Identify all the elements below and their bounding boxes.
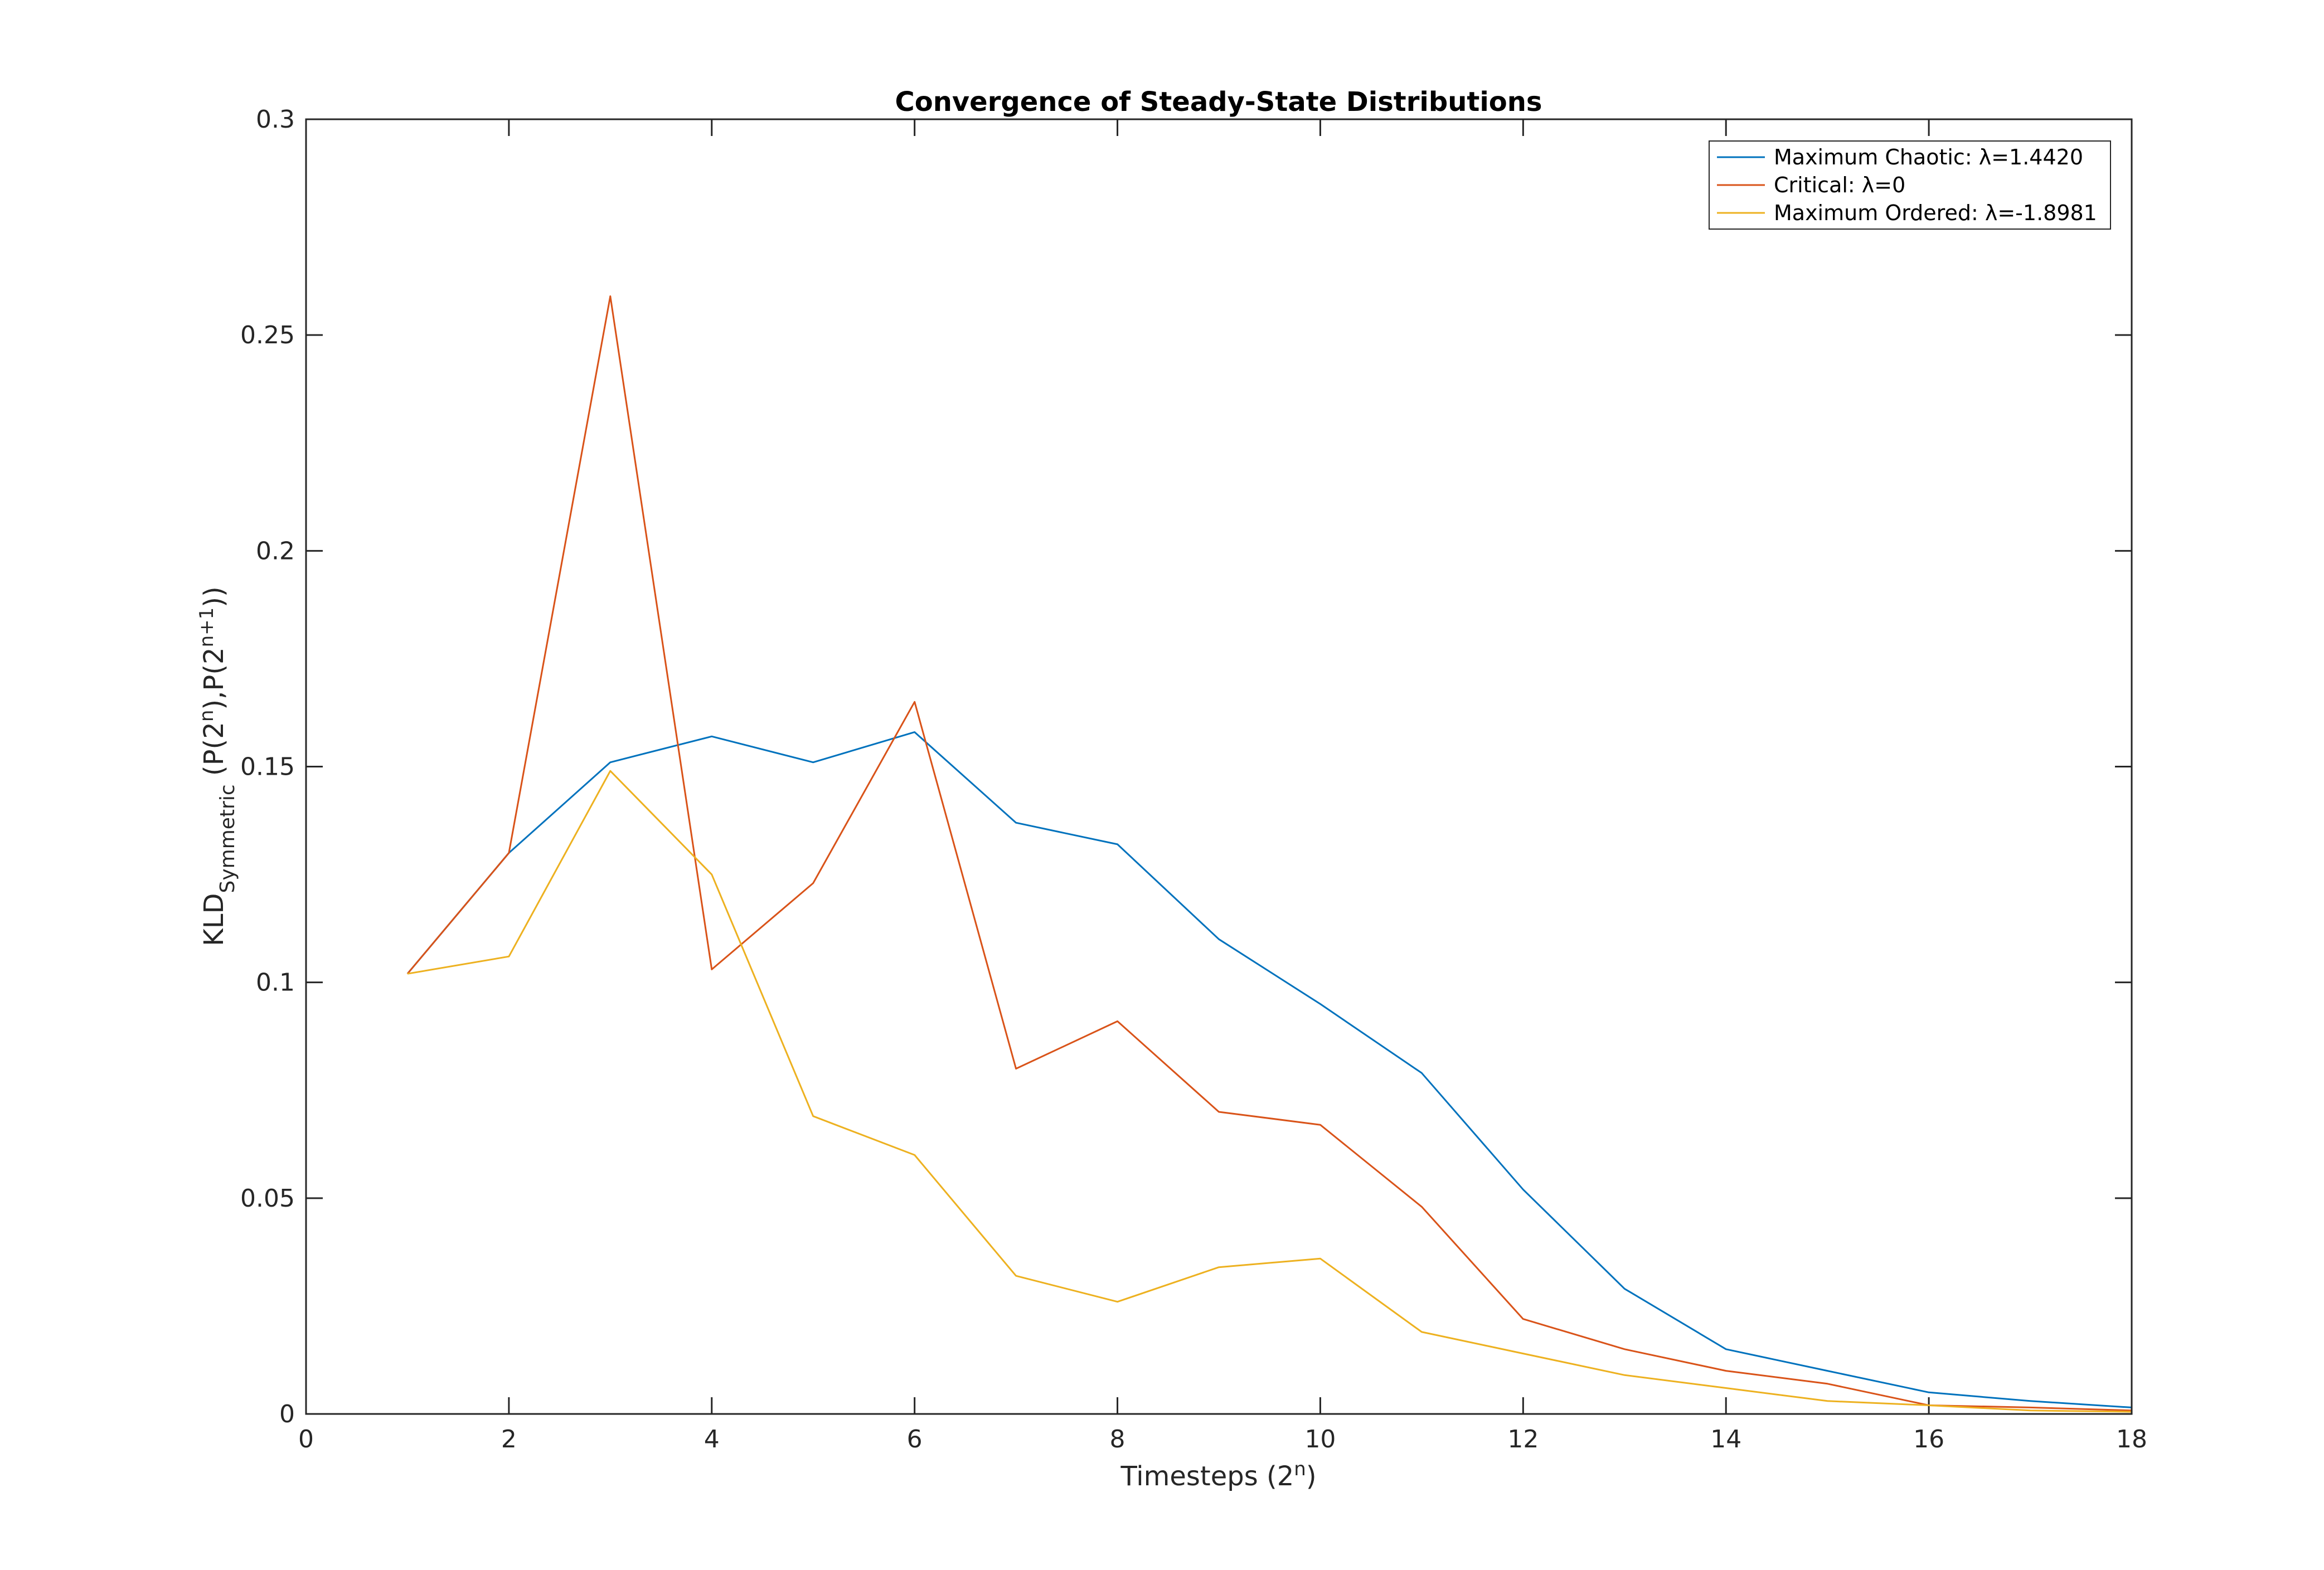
y-axis-label-superscript-2: n+1 <box>196 607 218 648</box>
x-axis-label-superscript: n <box>1294 1458 1306 1480</box>
series-line-chaotic <box>406 731 2132 1408</box>
x-tick-label: 8 <box>1110 1425 1125 1454</box>
y-tick-label: 0.3 <box>256 105 295 134</box>
x-axis-label-suffix: ) <box>1306 1461 1317 1492</box>
legend-box <box>1709 140 2111 230</box>
y-axis-label-part3: )) <box>198 586 230 607</box>
plot-area <box>306 119 2132 1414</box>
legend-label-critical: Critical: λ=0 <box>1774 173 1905 197</box>
y-tick-label: 0 <box>279 1400 295 1428</box>
x-tick-label: 4 <box>704 1425 720 1454</box>
x-tick-label: 2 <box>501 1425 517 1454</box>
series-lines <box>406 295 2132 1413</box>
y-axis-label-superscript-1: n <box>196 710 218 722</box>
x-axis-label-prefix: Timesteps (2 <box>1120 1461 1294 1492</box>
chart-title: Convergence of Steady-State Distribution… <box>895 86 1542 118</box>
x-tick-label: 12 <box>1507 1425 1539 1454</box>
y-tick-label: 0.15 <box>240 753 295 781</box>
x-tick-label: 6 <box>907 1425 923 1454</box>
legend-label-ordered: Maximum Ordered: λ=-1.8981 <box>1774 201 2097 225</box>
y-axis-label: KLDSymmetric (P(2n),P(2n+1)) <box>196 586 239 946</box>
x-axis-label: Timesteps (2n) <box>1120 1458 1316 1492</box>
series-line-ordered <box>407 770 2132 1413</box>
y-tick-label: 0.1 <box>256 969 295 997</box>
y-axis-label-part1: (P(2 <box>198 722 230 784</box>
y-axis-label-part2: ),P(2 <box>198 647 230 709</box>
y-tick-label: 0.05 <box>240 1184 295 1213</box>
y-tick-labels: 0 0.05 0.1 0.15 0.2 0.25 0.3 <box>240 105 295 1428</box>
x-tick-label: 14 <box>1710 1425 1741 1454</box>
y-axis-label-subscript: Symmetric <box>216 784 239 893</box>
y-tick-label: 0.2 <box>256 537 295 565</box>
legend: Maximum Chaotic: λ=1.4420 Critical: λ=0 … <box>1709 140 2111 230</box>
y-axis-label-base: KLD <box>198 893 230 946</box>
x-tick-label: 16 <box>1913 1425 1944 1454</box>
x-tick-label: 10 <box>1304 1425 1336 1454</box>
x-tick-label: 18 <box>2116 1425 2147 1454</box>
x-tick-labels: 0 2 4 6 8 10 12 14 16 18 <box>298 1425 2147 1454</box>
legend-label-chaotic: Maximum Chaotic: λ=1.4420 <box>1774 145 2083 169</box>
x-tick-label: 0 <box>298 1425 314 1454</box>
y-tick-label: 0.25 <box>240 321 295 349</box>
axes-box <box>305 118 2133 1415</box>
